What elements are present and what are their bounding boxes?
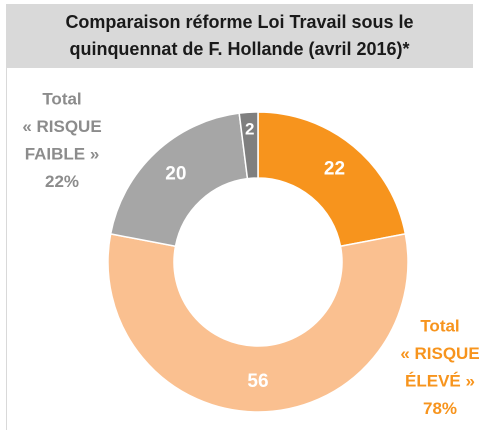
donut-segment [238, 111, 259, 180]
annotation: Total [420, 316, 459, 335]
data-label: 2 [245, 120, 254, 139]
data-label: 20 [165, 164, 186, 185]
data-label: 56 [247, 371, 268, 392]
chart-title: Comparaison réforme Loi Travail sous le … [65, 12, 414, 59]
donut-segment [107, 233, 409, 413]
annotation: « RISQUE [400, 344, 479, 363]
annotation: « RISQUE [22, 117, 101, 136]
donut-segment [109, 112, 249, 248]
donut-segment [257, 111, 407, 248]
annotation: 78% [423, 399, 457, 418]
data-label: 22 [324, 159, 345, 180]
annotation: 22% [45, 172, 79, 191]
annotation: FAIBLE » [25, 144, 100, 163]
title-banner: Comparaison réforme Loi Travail sous le … [6, 4, 473, 68]
annotation: Total [42, 89, 81, 108]
annotation: ÉLEVÉ » [405, 371, 475, 390]
